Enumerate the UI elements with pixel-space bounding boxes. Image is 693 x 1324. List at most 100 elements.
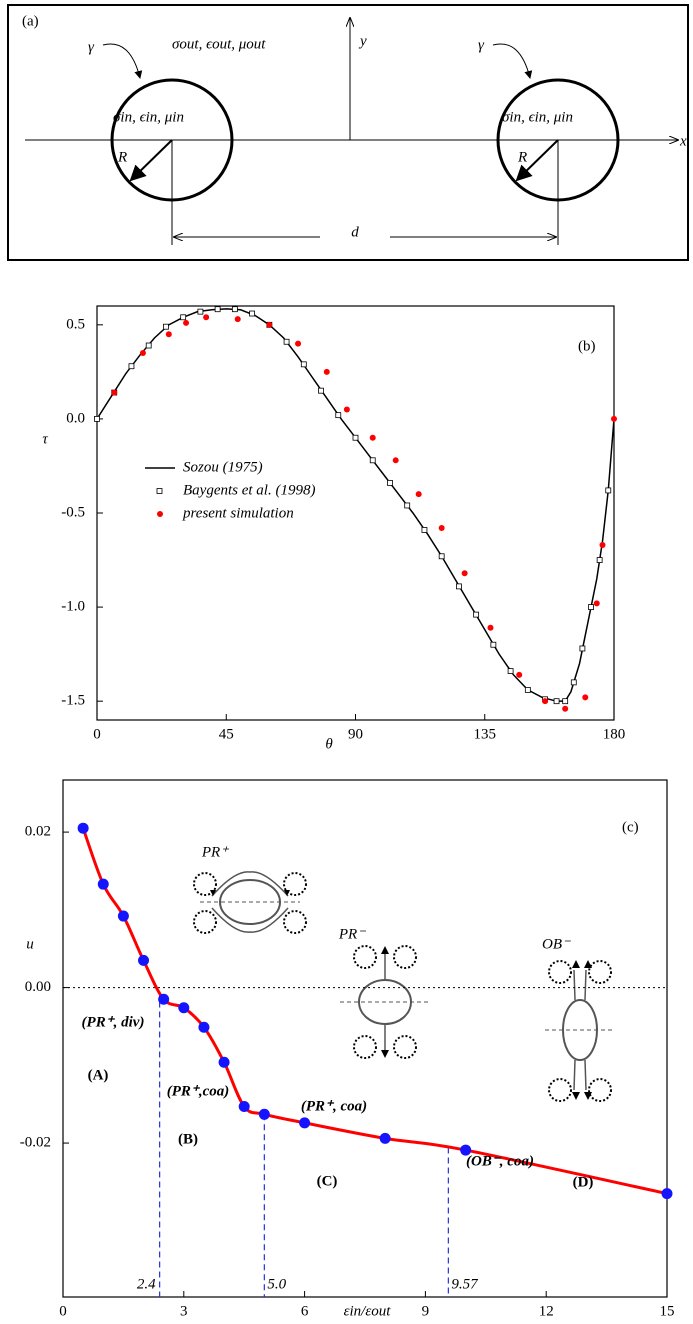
data-point	[198, 1021, 210, 1033]
data-point	[77, 822, 89, 834]
square-marker	[524, 686, 531, 693]
region-label: (D)	[573, 1174, 594, 1190]
dot-marker	[562, 705, 569, 712]
data-point	[460, 1144, 472, 1156]
radius-label: R	[117, 149, 127, 165]
dot-marker	[295, 340, 302, 347]
square-marker	[300, 361, 307, 368]
panel-label: (c)	[622, 819, 639, 835]
inset-label: OB⁻	[542, 936, 571, 952]
dot-marker	[593, 600, 600, 607]
square-marker	[605, 487, 612, 494]
y-tick-label: 0.00	[25, 979, 51, 995]
square-marker	[145, 342, 152, 349]
region-label: (B)	[178, 1131, 198, 1147]
axis-name: y	[358, 33, 367, 49]
dot-marker	[582, 694, 589, 701]
x-tick-label: 9	[422, 1303, 430, 1319]
outer-properties: σout, ϵout, μout	[172, 36, 266, 52]
y-axis-label: τ	[42, 431, 48, 447]
panel-label: (b)	[578, 338, 596, 354]
plot-frame	[62, 779, 668, 1298]
square-marker	[387, 479, 393, 486]
distance-label: d	[351, 224, 359, 240]
region-label: (OB⁻, coa)	[466, 1153, 534, 1169]
square-marker	[197, 308, 204, 315]
square-marker	[553, 698, 560, 705]
fit-line	[81, 827, 668, 1196]
square-marker	[352, 434, 359, 441]
y-tick-label: 0.0	[66, 410, 85, 426]
dot-marker	[392, 457, 399, 464]
inset-label: PR⁺	[201, 844, 229, 860]
square-marker	[180, 314, 187, 321]
axis-name: x	[679, 133, 687, 149]
square-marker	[249, 310, 256, 317]
dot-marker	[415, 491, 422, 498]
dot-marker	[611, 415, 617, 422]
data-point	[158, 993, 170, 1005]
panel-label: (a)	[22, 13, 39, 29]
data-point	[97, 878, 109, 890]
inner-properties: σin, ϵin, μin	[502, 109, 573, 125]
y-axis-label: u	[26, 936, 34, 952]
dot-marker	[234, 316, 241, 323]
square-marker	[455, 583, 462, 590]
square-marker	[94, 416, 100, 422]
gamma-arrow	[102, 43, 143, 79]
legend-swatch	[157, 511, 163, 517]
inset-drawing	[340, 945, 430, 1059]
data-point	[299, 1117, 311, 1129]
y-tick-label: 0.5	[66, 316, 85, 332]
dot-marker	[165, 331, 172, 338]
inset-label: PR⁻	[338, 926, 366, 942]
square-marker	[579, 645, 586, 652]
square-marker	[214, 306, 221, 313]
region-label: (C)	[317, 1173, 338, 1189]
dot-marker	[139, 350, 146, 357]
dot-marker	[369, 434, 376, 441]
data-point	[117, 910, 129, 922]
square-marker	[404, 502, 411, 509]
square-marker	[570, 679, 577, 686]
y-tick-label: -0.5	[61, 504, 85, 520]
data-point	[178, 1002, 190, 1014]
dot-marker	[203, 314, 210, 321]
legend-label: Baygents et al. (1998)	[183, 482, 315, 498]
square-marker	[369, 457, 376, 464]
y-tick-label: -0.02	[20, 1135, 51, 1151]
legend-swatch	[156, 488, 163, 494]
dot-marker	[266, 321, 273, 328]
legend-label: Sozou (1975)	[183, 459, 263, 475]
dot-marker	[343, 406, 350, 413]
x-tick-label: 0	[59, 1303, 67, 1319]
square-marker	[562, 698, 569, 705]
x-axis-label: θ	[325, 736, 333, 752]
radius-arrow	[515, 139, 559, 182]
data-point	[238, 1101, 250, 1113]
panel-frame	[7, 4, 689, 261]
x-tick-label: 15	[660, 1303, 675, 1319]
y-tick-label: -1.0	[61, 599, 85, 615]
x-tick-label: 12	[539, 1303, 554, 1319]
y-tick-label: -1.5	[61, 693, 85, 709]
dot-marker	[323, 368, 330, 375]
threshold-label: 9.57	[451, 1276, 479, 1292]
y-tick-label: 0.02	[25, 824, 51, 840]
dot-marker	[599, 541, 606, 548]
data-point	[258, 1108, 270, 1120]
radius-label: R	[517, 149, 527, 165]
x-tick-label: 180	[603, 726, 626, 742]
square-marker	[318, 387, 324, 394]
gamma-arrow	[492, 43, 533, 79]
inner-properties: σin, ϵin, μin	[113, 109, 184, 125]
dot-marker	[461, 570, 468, 577]
panel-a: (a) σout, ϵout, μout y x γ γ σin, ϵin, μ…	[7, 4, 689, 261]
region-label: (A)	[88, 1067, 109, 1083]
dot-marker	[516, 671, 523, 678]
region-label: (PR⁺, div)	[82, 1014, 145, 1030]
square-marker	[588, 604, 594, 610]
x-axis-label: εin/εout	[344, 1303, 392, 1319]
square-marker	[490, 641, 497, 648]
